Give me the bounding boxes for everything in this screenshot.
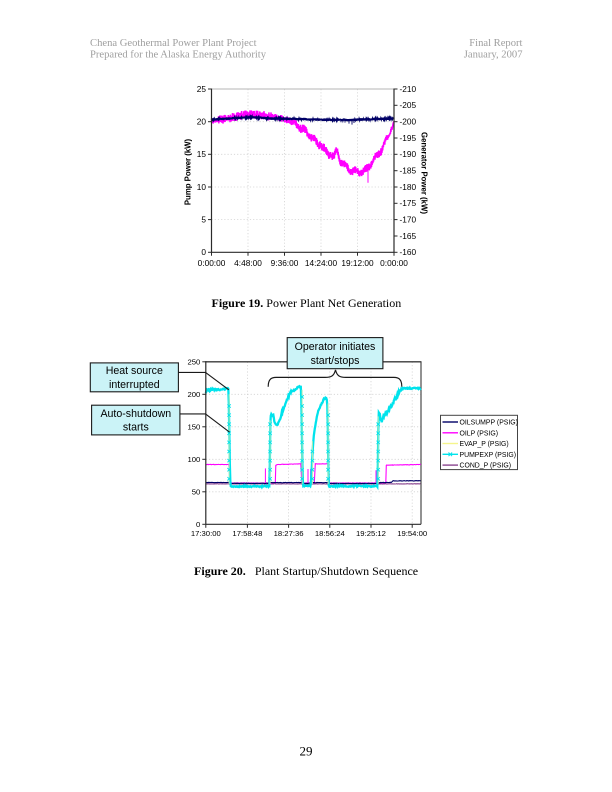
svg-text:0: 0 [201,247,206,257]
svg-text:19:12:00: 19:12:00 [341,258,374,268]
svg-text:-160: -160 [400,247,417,257]
svg-text:-210: -210 [400,84,417,94]
svg-text:200: 200 [187,390,200,399]
svg-text:January, 2007: January, 2007 [464,50,523,61]
svg-text:14:24:00: 14:24:00 [305,258,338,268]
svg-text:-205: -205 [400,100,417,110]
svg-text:19:25:12: 19:25:12 [356,529,386,538]
svg-text:start/stops: start/stops [311,355,360,367]
svg-text:PUMPEXP (PSIG): PUMPEXP (PSIG) [460,452,517,459]
svg-text:150: 150 [187,423,200,432]
svg-text:100: 100 [187,455,200,464]
svg-text:-185: -185 [400,166,417,176]
svg-text:9:36:00: 9:36:00 [271,258,299,268]
svg-text:0: 0 [196,520,200,529]
svg-text:Heat source: Heat source [106,365,163,377]
svg-text:250: 250 [187,358,200,367]
svg-text:Final Report: Final Report [469,38,522,49]
svg-text:Chena Geothermal Power Plant P: Chena Geothermal Power Plant Project [90,38,257,49]
svg-text:OILSUMPP (PSIG): OILSUMPP (PSIG) [460,420,518,427]
svg-text:-190: -190 [400,149,417,159]
svg-text:Pump Power (kW): Pump Power (kW) [183,138,192,205]
svg-text:0:00:00: 0:00:00 [380,258,408,268]
svg-text:-180: -180 [400,182,417,192]
svg-text:17:58:48: 17:58:48 [232,529,262,538]
svg-text:19:54:00: 19:54:00 [397,529,427,538]
svg-text:18:27:36: 18:27:36 [274,529,304,538]
svg-text:OILP (PSIG): OILP (PSIG) [460,430,499,437]
svg-text:17:30:00: 17:30:00 [191,529,221,538]
svg-text:4:48:00: 4:48:00 [234,258,262,268]
svg-text:interrupted: interrupted [109,379,160,391]
svg-text:-175: -175 [400,198,417,208]
svg-text:10: 10 [197,182,207,192]
svg-text:5: 5 [201,215,206,225]
svg-text:0:00:00: 0:00:00 [198,258,226,268]
svg-text:-200: -200 [400,117,417,127]
svg-text:50: 50 [192,488,201,497]
svg-text:starts: starts [123,422,149,434]
svg-text:-165: -165 [400,231,417,241]
svg-text:Generator Power (kW): Generator Power (kW) [419,132,428,214]
svg-text:COND_P (PSIG): COND_P (PSIG) [460,463,512,470]
svg-text:25: 25 [197,84,207,94]
svg-text:18:56:24: 18:56:24 [315,529,346,538]
svg-text:Operator initiates: Operator initiates [295,341,376,353]
svg-text:-195: -195 [400,133,417,143]
svg-text:Prepared for the Alaska Energy: Prepared for the Alaska Energy Authority [90,50,267,61]
svg-text:15: 15 [197,149,207,159]
svg-text:-170: -170 [400,215,417,225]
svg-text:Figure 20. Plant Startup/Shut: Figure 20. Plant Startup/Shutdown Sequen… [194,564,418,578]
svg-text:Auto-shutdown: Auto-shutdown [100,408,171,420]
svg-text:Figure 19. Power Plant Net Gen: Figure 19. Power Plant Net Generation [212,296,402,310]
svg-text:29: 29 [300,744,313,759]
svg-text:20: 20 [197,117,207,127]
svg-text:EVAP_P (PSIG): EVAP_P (PSIG) [460,441,509,448]
